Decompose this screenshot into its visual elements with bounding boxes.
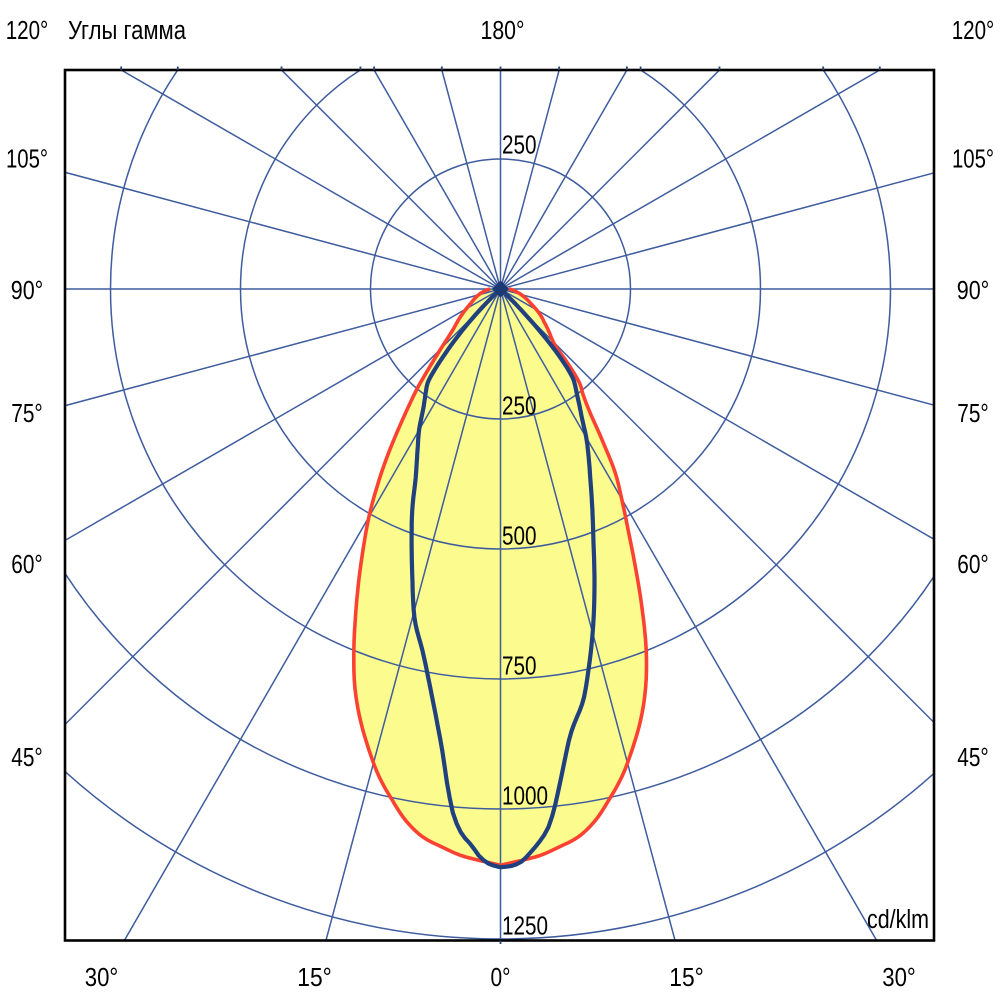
svg-text:45°: 45° bbox=[957, 744, 989, 772]
svg-text:250: 250 bbox=[502, 132, 537, 160]
svg-text:45°: 45° bbox=[11, 744, 43, 772]
svg-text:1250: 1250 bbox=[502, 913, 548, 941]
svg-text:105°: 105° bbox=[952, 146, 994, 174]
svg-text:60°: 60° bbox=[11, 551, 43, 579]
svg-text:500: 500 bbox=[502, 523, 537, 551]
svg-text:120°: 120° bbox=[952, 17, 995, 45]
svg-text:75°: 75° bbox=[957, 400, 989, 428]
svg-text:180°: 180° bbox=[481, 17, 525, 45]
svg-text:90°: 90° bbox=[11, 277, 44, 305]
svg-text:cd/klm: cd/klm bbox=[867, 906, 929, 934]
svg-text:30°: 30° bbox=[85, 964, 119, 992]
svg-text:75°: 75° bbox=[11, 400, 43, 428]
svg-text:90°: 90° bbox=[957, 277, 990, 305]
svg-text:60°: 60° bbox=[957, 551, 989, 579]
svg-text:1000: 1000 bbox=[502, 783, 548, 811]
svg-text:15°: 15° bbox=[297, 964, 332, 992]
svg-text:250: 250 bbox=[502, 393, 537, 421]
svg-text:750: 750 bbox=[502, 653, 537, 681]
svg-text:105°: 105° bbox=[6, 146, 48, 174]
svg-text:Углы гамма: Углы гамма bbox=[68, 17, 187, 45]
svg-text:0°: 0° bbox=[491, 964, 511, 992]
svg-text:15°: 15° bbox=[669, 964, 704, 992]
svg-text:120°: 120° bbox=[6, 17, 49, 45]
svg-text:30°: 30° bbox=[882, 964, 916, 992]
